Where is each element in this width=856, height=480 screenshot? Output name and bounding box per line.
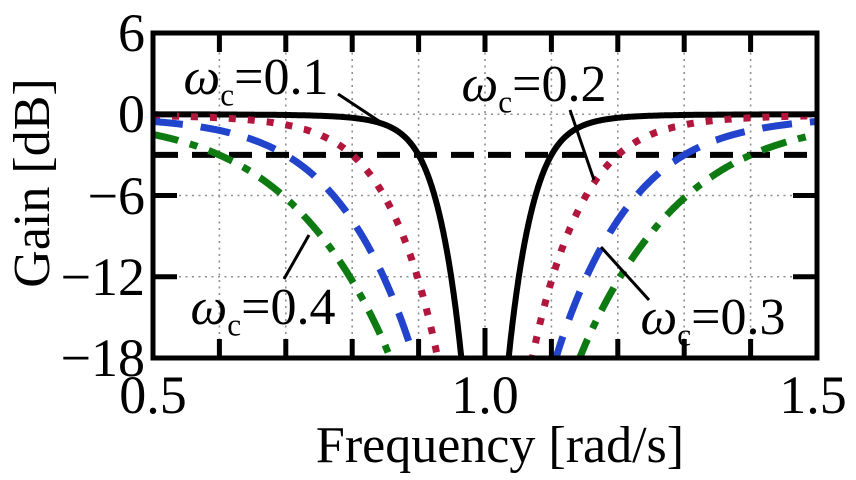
annotation-value: =0.3 [691,289,786,346]
x-axis-title: Frequency [rad/s] [315,417,685,474]
plot-border [150,30,820,361]
annotation-wc-0-3: ωc=0.3 [640,289,786,351]
x-tick-label: 1.5 [779,365,847,425]
annotation-wc-0-4: ωc=0.4 [190,279,336,341]
curve-wcwcwc0.4 [155,131,815,357]
annotation-value: =0.4 [241,279,336,336]
annotation-value: =0.2 [512,56,607,113]
y-tick-label: 6 [118,3,145,63]
curve-wcwcwc0.2 [155,112,815,357]
curve-wcwcwc0.3 [155,118,815,357]
annotation-leader-lines [282,92,651,302]
y-tick-label: −12 [60,246,145,307]
omega-symbol: ω [190,279,228,336]
leader-line [337,92,392,131]
x-tick-label: 1.0 [451,365,519,425]
y-tick-label: −6 [87,165,145,226]
y-tick-label: −18 [60,328,145,388]
omega-symbol: ω [461,56,499,113]
gain-curves [155,111,815,357]
annotation-value: =0.1 [234,49,329,106]
omega-subscript: c [220,77,235,113]
omega-symbol: ω [640,289,678,346]
omega-symbol: ω [183,49,221,106]
curve-wcwcwc0.1 [155,111,815,357]
annotation-wc-0-1: ωc=0.1 [183,49,329,111]
y-tick-label: 0 [118,84,145,145]
omega-subscript: c [498,84,513,120]
omega-subscript: c [677,317,692,353]
annotation-wc-0-2: ωc=0.2 [461,56,607,118]
leader-line [599,245,651,302]
leader-line [282,234,311,280]
leader-line [568,109,596,181]
y-axis-title: Gain [dB] [4,78,61,288]
omega-subscript: c [227,307,242,343]
axis-tick-marks [155,35,815,356]
x-tick-label: 0.5 [119,365,187,425]
